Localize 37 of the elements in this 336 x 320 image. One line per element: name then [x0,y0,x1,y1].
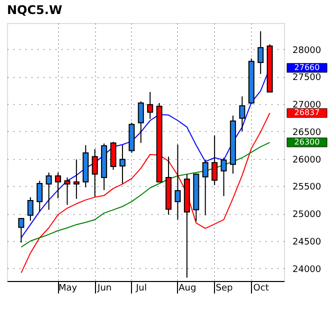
candlestick [110,141,116,170]
x-tick-label: Sep [216,284,234,294]
y-tick-label: 24000 [292,264,322,275]
candlestick [239,96,246,132]
candlestick [174,144,181,220]
candlestick [119,144,126,184]
candlestick [212,134,218,186]
candlestick [36,180,43,212]
x-tick-label: Jun [96,284,112,294]
text: 27660 [294,62,320,72]
y-tick-label: 26500 [292,128,322,138]
chart-title: NQC5.W [7,3,62,17]
candlestick [138,100,144,144]
x-tick-label: Oct [253,284,270,294]
line-series [20,142,270,248]
candlestick [46,172,52,210]
x-tick-label: Aug [178,284,196,294]
y-tick-label: 25500 [292,182,322,193]
y-tick-label: 25000 [292,210,322,220]
text: 26837 [294,108,320,117]
candlestick [18,218,24,244]
candlestick [220,157,227,197]
candlestick [64,176,70,206]
x-tick-label: Jul [134,284,147,294]
candlestick [73,158,80,200]
candlestick [27,196,34,222]
candlestick [202,159,208,216]
x-tick-label: May [58,284,78,294]
y-tick-label: 28000 [292,46,322,56]
candlestick [92,148,98,198]
candlestick [258,30,264,74]
y-tick-label: 27500 [292,73,322,84]
y-tick-label: 26000 [292,155,322,166]
y-tick-label: 24500 [292,238,322,248]
candlestick [55,172,62,199]
candlestick [147,92,154,120]
text: 26300 [294,137,320,146]
